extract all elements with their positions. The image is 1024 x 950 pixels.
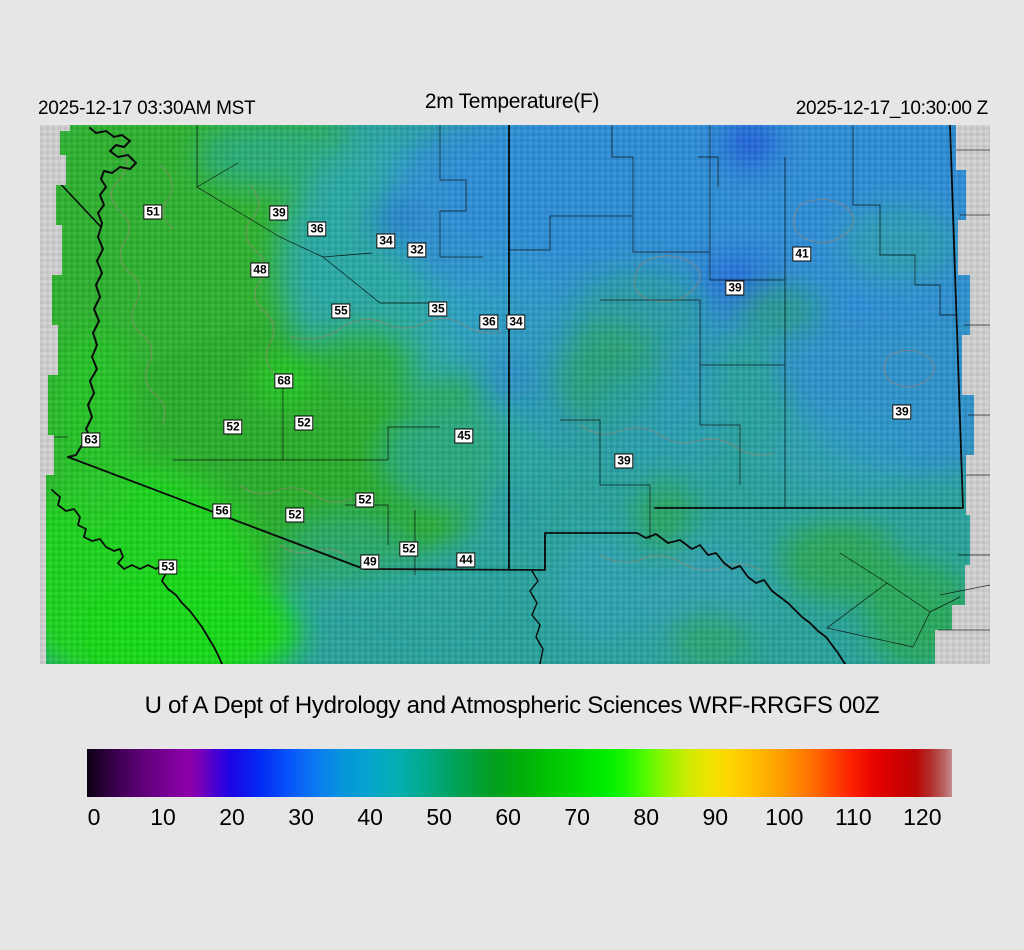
colorbar-tick-label: 40 bbox=[357, 804, 383, 830]
station-temp-label: 52 bbox=[223, 419, 243, 435]
station-temp-label: 53 bbox=[158, 559, 178, 575]
colorbar-tick-label: 60 bbox=[495, 804, 521, 830]
station-temp-label: 39 bbox=[269, 205, 289, 221]
colorbar-tick-label: 80 bbox=[633, 804, 660, 830]
station-temp-label: 36 bbox=[479, 314, 499, 330]
texas-county-lines bbox=[938, 149, 990, 631]
domain-mask-left bbox=[40, 125, 70, 664]
station-temp-label: 63 bbox=[81, 432, 101, 448]
station-temp-label: 39 bbox=[614, 453, 634, 469]
colorado-river-border bbox=[67, 127, 137, 458]
colorbar-tick-label: 100 bbox=[765, 804, 804, 830]
colorbar-tick-label: 110 bbox=[834, 804, 872, 830]
station-temp-label: 32 bbox=[407, 242, 427, 258]
temperature-field-blobs bbox=[40, 125, 990, 664]
valid-time-utc: 2025-12-17_10:30:00 Z bbox=[795, 98, 989, 119]
gulf-coastline bbox=[51, 489, 223, 664]
sonora-chihuahua-border bbox=[529, 570, 544, 664]
station-temp-label: 39 bbox=[892, 404, 912, 420]
colorbar-tick-label: 10 bbox=[150, 804, 176, 830]
colorbar-gradient bbox=[87, 749, 952, 797]
colorbar-tick-label: 50 bbox=[426, 804, 452, 830]
station-temp-label: 56 bbox=[212, 503, 232, 519]
rio-grande-border bbox=[636, 532, 846, 664]
colorbar-tick-label: 20 bbox=[219, 804, 245, 830]
station-temp-label: 48 bbox=[250, 262, 270, 278]
texas-border bbox=[654, 125, 964, 509]
station-temp-label: 35 bbox=[428, 301, 448, 317]
caption: U of A Dept of Hydrology and Atmospheric… bbox=[144, 692, 880, 719]
colorbar-tick-label: 120 bbox=[903, 804, 942, 830]
colorbar-ticks: 0 10 20 30 40 50 60 70 80 90 100 110 120 bbox=[87, 804, 952, 836]
forecast-map: 51 39 36 34 32 48 55 35 36 34 68 52 52 45 63 56 52 52 52 49… bbox=[40, 125, 990, 664]
colorbar-tick-label: 70 bbox=[564, 804, 590, 830]
colorbar-tick-label: 90 bbox=[702, 804, 729, 830]
colorbar-tick-label: 30 bbox=[288, 804, 314, 830]
station-temp-label: 68 bbox=[274, 373, 294, 389]
station-temp-label: 52 bbox=[355, 492, 375, 508]
station-temp-label: 34 bbox=[376, 233, 396, 249]
station-temp-label: 45 bbox=[454, 428, 474, 444]
station-temp-label: 39 bbox=[725, 280, 745, 296]
station-temp-label: 34 bbox=[506, 314, 526, 330]
station-temp-label: 36 bbox=[307, 221, 327, 237]
valid-time-local: 2025-12-17 03:30AM MST bbox=[38, 98, 256, 119]
station-temp-label: 55 bbox=[331, 303, 351, 319]
domain-mask-right bbox=[935, 125, 990, 664]
mexico-border bbox=[67, 456, 638, 571]
station-temp-label: 52 bbox=[285, 507, 305, 523]
colorbar-tick-label: 0 bbox=[87, 804, 101, 830]
station-temp-label: 49 bbox=[360, 554, 380, 570]
state-and-international-borders bbox=[40, 125, 964, 664]
station-temp-label: 44 bbox=[456, 552, 476, 568]
station-temp-label: 52 bbox=[399, 541, 419, 557]
plot-title: 2m Temperature(F) bbox=[424, 90, 600, 113]
station-temp-label: 52 bbox=[294, 415, 314, 431]
temperature-field-map bbox=[40, 125, 990, 664]
county-border-lines bbox=[40, 125, 961, 648]
station-temp-label: 41 bbox=[792, 246, 812, 262]
station-temp-label: 51 bbox=[143, 204, 163, 220]
